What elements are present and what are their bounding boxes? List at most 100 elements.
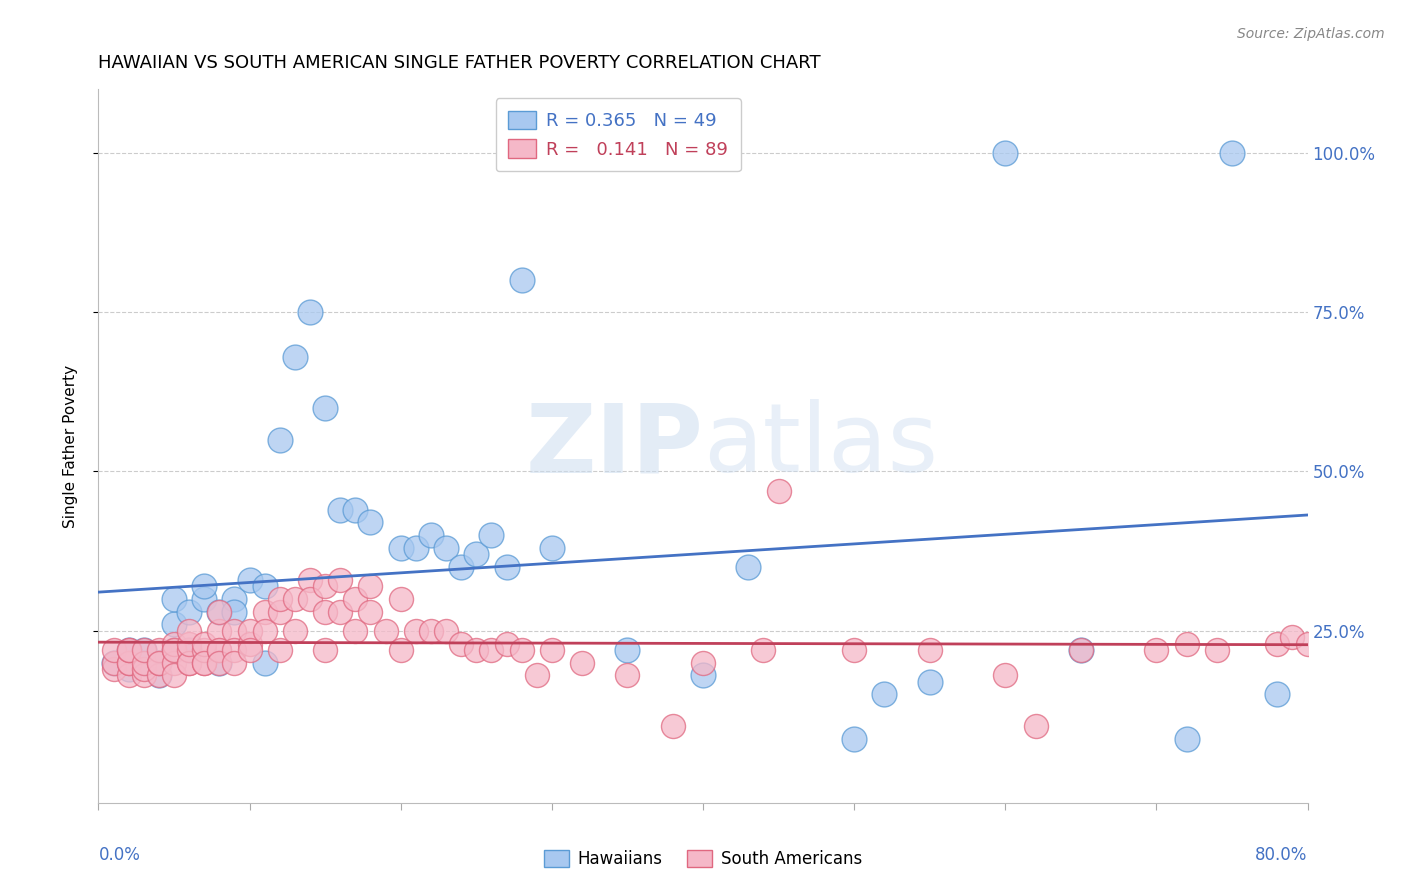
Point [1267, 688, 1289, 702]
Point [224, 605, 246, 619]
Point [132, 643, 155, 657]
Point [208, 643, 231, 657]
Point [132, 643, 155, 657]
Point [103, 643, 125, 657]
Point [540, 643, 562, 657]
Point [389, 643, 412, 657]
Point [1281, 630, 1303, 644]
Point [269, 433, 291, 447]
Point [1267, 636, 1289, 650]
Point [1175, 732, 1198, 747]
Point [873, 688, 896, 702]
Point [360, 516, 382, 530]
Point [844, 732, 866, 747]
Legend: Hawaiians, South Americans: Hawaiians, South Americans [537, 843, 869, 875]
Point [163, 668, 186, 682]
Point [994, 145, 1017, 160]
Point [193, 579, 215, 593]
Point [752, 643, 775, 657]
Point [208, 643, 231, 657]
Point [118, 668, 141, 682]
Text: 80.0%: 80.0% [1256, 846, 1308, 863]
Point [1144, 643, 1167, 657]
Point [179, 636, 201, 650]
Point [465, 547, 488, 561]
Point [103, 662, 125, 676]
Point [571, 656, 593, 670]
Point [1024, 719, 1046, 733]
Point [329, 502, 352, 516]
Point [768, 483, 790, 498]
Point [692, 656, 714, 670]
Point [314, 579, 336, 593]
Point [844, 643, 866, 657]
Point [163, 643, 186, 657]
Point [269, 591, 291, 606]
Point [179, 605, 201, 619]
Point [450, 560, 472, 574]
Point [118, 643, 141, 657]
Point [314, 401, 336, 415]
Point [208, 656, 231, 670]
Point [299, 591, 322, 606]
Point [103, 656, 125, 670]
Point [314, 643, 336, 657]
Point [179, 643, 201, 657]
Point [179, 624, 201, 638]
Point [374, 624, 396, 638]
Point [918, 643, 941, 657]
Point [299, 305, 322, 319]
Point [253, 624, 276, 638]
Point [118, 643, 141, 657]
Text: ZIP: ZIP [524, 400, 703, 492]
Point [118, 656, 141, 670]
Point [208, 605, 231, 619]
Point [284, 591, 307, 606]
Point [208, 656, 231, 670]
Point [132, 662, 155, 676]
Point [284, 624, 307, 638]
Point [344, 624, 367, 638]
Point [148, 656, 170, 670]
Point [344, 502, 367, 516]
Point [179, 656, 201, 670]
Point [737, 560, 759, 574]
Point [118, 662, 141, 676]
Text: atlas: atlas [703, 400, 938, 492]
Point [405, 541, 427, 555]
Point [148, 656, 170, 670]
Point [616, 668, 638, 682]
Point [495, 560, 517, 574]
Point [1220, 145, 1243, 160]
Point [163, 617, 186, 632]
Point [510, 643, 533, 657]
Point [269, 643, 291, 657]
Point [918, 674, 941, 689]
Point [616, 643, 638, 657]
Point [253, 579, 276, 593]
Point [239, 636, 262, 650]
Point [193, 643, 215, 657]
Point [1296, 636, 1319, 650]
Point [179, 643, 201, 657]
Point [481, 643, 503, 657]
Point [132, 656, 155, 670]
Point [224, 591, 246, 606]
Point [148, 668, 170, 682]
Point [132, 656, 155, 670]
Point [239, 643, 262, 657]
Point [1175, 636, 1198, 650]
Point [253, 656, 276, 670]
Point [661, 719, 683, 733]
Point [434, 541, 457, 555]
Point [148, 643, 170, 657]
Text: HAWAIIAN VS SOUTH AMERICAN SINGLE FATHER POVERTY CORRELATION CHART: HAWAIIAN VS SOUTH AMERICAN SINGLE FATHER… [98, 54, 821, 72]
Point [193, 591, 215, 606]
Point [540, 541, 562, 555]
Point [329, 605, 352, 619]
Point [163, 643, 186, 657]
Point [389, 541, 412, 555]
Point [360, 605, 382, 619]
Point [420, 528, 443, 542]
Point [269, 605, 291, 619]
